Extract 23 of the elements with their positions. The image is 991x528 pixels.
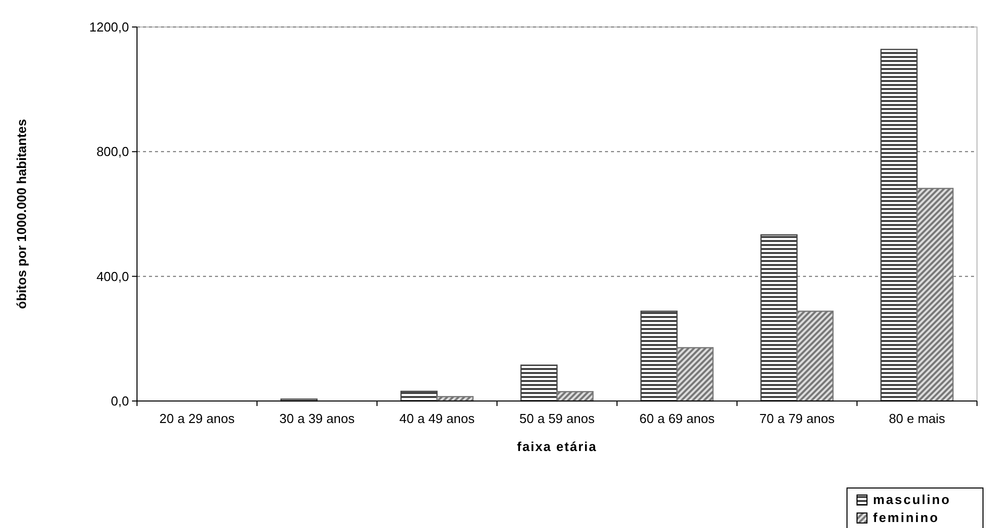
legend-label: masculino xyxy=(873,492,951,507)
x-tick-label: 70 a 79 anos xyxy=(759,411,836,426)
y-tick-label: 400,0 xyxy=(96,268,129,284)
x-tick-label: 60 a 69 anos xyxy=(639,411,716,426)
bar xyxy=(520,364,558,402)
y-tick-label: 0,0 xyxy=(110,394,129,409)
legend-label: feminino xyxy=(873,510,940,525)
x-tick-label: 20 a 29 anos xyxy=(159,411,236,426)
x-axis-title: faixa etária xyxy=(517,439,597,454)
bar xyxy=(676,347,714,402)
bar xyxy=(556,391,594,402)
bar xyxy=(760,234,798,402)
x-tick-label: 30 a 39 anos xyxy=(279,411,356,426)
bar xyxy=(880,48,918,402)
y-tick-label: 800,0 xyxy=(96,144,129,160)
y-tick-label: 1200,0 xyxy=(89,20,129,35)
x-tick-label: 40 a 49 anos xyxy=(399,411,476,426)
bar xyxy=(796,310,834,402)
x-tick-label: 80 e mais xyxy=(888,411,946,426)
y-axis-title: óbitos por 1000.000 habitantes xyxy=(14,118,29,310)
bar xyxy=(400,390,438,402)
x-tick-label: 50 a 59 anos xyxy=(519,411,596,426)
bar xyxy=(640,310,678,402)
